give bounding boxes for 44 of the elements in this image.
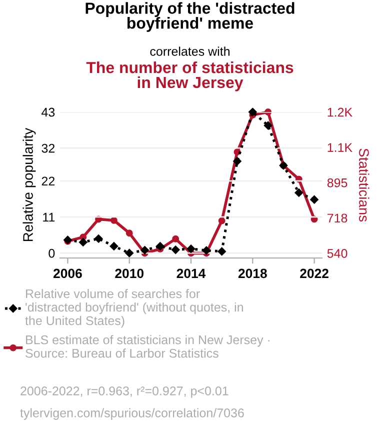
- y2-axis-title: Statisticians: [359, 148, 370, 222]
- point: [294, 188, 304, 197]
- point: [126, 230, 133, 237]
- point: [218, 247, 226, 256]
- point: [264, 108, 272, 116]
- point: [218, 217, 226, 224]
- y2-tick-label: 718: [328, 214, 348, 223]
- y-axis-title: Relative popularity: [22, 128, 36, 241]
- chart-subtitle: correlates with: [150, 46, 230, 56]
- y2-tick-label: 540: [327, 248, 348, 258]
- x-tick-label: 2018: [238, 268, 267, 278]
- y-tick-label: 11: [43, 212, 55, 222]
- point: [248, 108, 257, 116]
- legend-label: BLS estimate of statisticians in New Jersey · Source: Bureau of Larbor Statistics: [26, 335, 270, 358]
- text: The number of statisticians in New Jersey: [86, 61, 294, 92]
- y-tick-label: 43: [42, 108, 55, 117]
- point: [186, 244, 196, 253]
- y-tick-label: 0: [48, 248, 55, 258]
- x-tick-label: 2006: [53, 268, 82, 278]
- point: [78, 238, 88, 246]
- point: [310, 195, 318, 204]
- point: [140, 246, 149, 254]
- x-tick-label: 2014: [176, 268, 206, 278]
- point: [110, 216, 118, 224]
- point: [110, 242, 118, 250]
- point: [171, 246, 180, 254]
- chart-title: Popularity of the 'distracted boyfriend' meme: [86, 2, 294, 32]
- text: tylervigen.com/spurious/correlation/7036: [20, 408, 244, 420]
- y2-tick-label: 895: [327, 178, 348, 188]
- point: [172, 235, 180, 242]
- point: [202, 246, 211, 255]
- y2-tick-label: 1.2K: [328, 108, 352, 117]
- x-tick-label: 2022: [300, 268, 328, 278]
- y-tick-label: 32: [42, 144, 55, 153]
- point: [156, 242, 164, 250]
- x-tick-label: 2010: [115, 268, 144, 278]
- point: [125, 248, 134, 258]
- point: [233, 157, 242, 166]
- text: 2006-2022, r=0.963, r²=0.927, p<0.01: [20, 386, 228, 398]
- point: [264, 121, 272, 130]
- y2-tick-label: 1.1K: [328, 143, 352, 152]
- y-tick-label: 22: [42, 176, 55, 186]
- point: [94, 234, 103, 243]
- legend-label: Relative volume of searches for 'distracted boyfriend' (without quotes, in the United States): [25, 289, 243, 328]
